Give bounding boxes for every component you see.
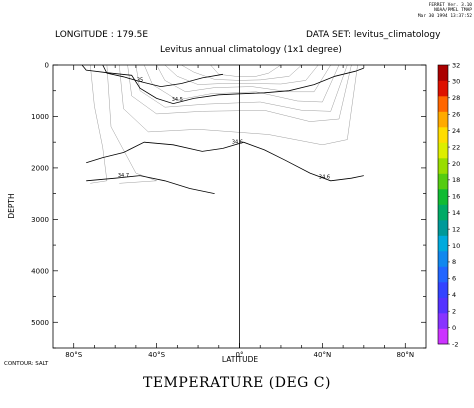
y-axis-label: DEPTH (7, 193, 16, 218)
salinity-contour (102, 65, 223, 88)
colorbar-tick-label: 4 (452, 291, 456, 299)
salinity-contour-label: 35 (137, 77, 143, 83)
colorbar-tick-label: 6 (452, 275, 456, 283)
isotherm-line (181, 65, 302, 81)
salinity-contour-label: 34.6 (232, 140, 243, 146)
colorbar-frame (437, 64, 449, 345)
isotherm-line (210, 65, 281, 77)
contour-variable-note: CONTOUR: SALT (4, 361, 49, 367)
colorbar-swatch (438, 282, 448, 298)
y-tick-label: 4000 (31, 267, 49, 275)
isotherm-line (90, 65, 108, 184)
version-stamp: FERRET Ver. 3.10 NOAA/PMEL TMAP Mar 30 1… (398, 3, 472, 19)
colorbar-swatch (438, 65, 448, 81)
x-tick-label: 40°N (314, 351, 332, 359)
colorbar-swatch (438, 297, 448, 314)
colorbar-tick-label: 12 (452, 225, 460, 233)
colorbar-tick-label: 10 (452, 242, 460, 250)
y-tick-label: 2000 (31, 164, 49, 172)
colorbar-tick-label: 0 (452, 324, 456, 332)
colorbar-tick-label: 26 (452, 111, 460, 119)
stamp-line: Mar 30 1994 13:37:52 (417, 13, 472, 19)
colorbar-tick-label: 22 (452, 143, 460, 151)
colorbar-swatch (438, 189, 448, 205)
isotherm-line (106, 65, 157, 184)
x-axis-label: LATITUDE (222, 355, 259, 364)
colorbar-tick-label: 28 (452, 94, 460, 102)
salinity-contour (86, 175, 215, 194)
isotherm-line (135, 65, 348, 112)
salinity-contour-label: 34.7 (118, 173, 129, 179)
colorbar-swatch (438, 111, 448, 128)
colorbar-swatch (438, 220, 448, 236)
colorbar-swatch (438, 142, 448, 159)
isotherm-line (156, 65, 331, 92)
dataset-header: DATA SET: levitus_climatology (306, 30, 441, 40)
colorbar-swatch (438, 96, 448, 112)
figure-title: TEMPERATURE (DEG C) (143, 375, 331, 391)
colorbar-swatch (438, 80, 448, 97)
stamp-line: FERRET Ver. 3.10 (428, 3, 472, 8)
colorbar-tick-label: 16 (452, 193, 460, 201)
isotherm-line (144, 65, 340, 103)
colorbar-swatch (438, 204, 448, 221)
stamp-line: NOAA/PMEL TMAP (434, 8, 472, 14)
colorbar-swatch (438, 266, 448, 283)
colorbar-swatch (438, 173, 448, 190)
salinity-contour-label: 34.5 (172, 97, 183, 103)
x-tick-label: 0° (236, 351, 244, 359)
colorbar-tick-label: 8 (452, 258, 456, 266)
x-tick-label: 80°N (396, 351, 414, 359)
colorbar-tick-label: 2 (452, 307, 456, 315)
colorbar-tick-label: 32 (452, 61, 460, 69)
y-tick-label: 0 (45, 62, 49, 70)
isotherm-line (164, 65, 319, 85)
y-tick-label: 3000 (31, 216, 49, 224)
colorbar-tick-label: 18 (452, 176, 460, 184)
colorbar-swatch (438, 235, 448, 252)
salinity-contour (86, 141, 364, 182)
colorbar-swatch (438, 251, 448, 267)
colorbar-tick-label: 14 (452, 209, 460, 217)
chart-subtitle: Levitus annual climatology (1x1 degree) (160, 45, 342, 55)
x-tick-label: 80°S (65, 351, 82, 359)
colorbar-swatch (438, 313, 448, 329)
y-tick-label: 1000 (31, 113, 49, 121)
isotherm-line (127, 65, 352, 122)
colorbar-swatch (438, 127, 448, 143)
colorbar-tick-label: 24 (452, 127, 460, 135)
isotherm-line (119, 65, 358, 145)
y-tick-label: 5000 (31, 319, 49, 327)
colorbar-swatch (438, 328, 448, 345)
colorbar-tick-label: -2 (452, 340, 458, 348)
colorbar-tick-label: 20 (452, 160, 460, 168)
x-tick-label: 40°S (148, 351, 165, 359)
colorbar-swatch (438, 158, 448, 174)
salinity-contour-label: 34.6 (319, 175, 330, 181)
salinity-contour (81, 65, 364, 105)
longitude-header: LONGITUDE : 179.5E (55, 30, 149, 40)
colorbar-tick-label: 30 (452, 78, 460, 86)
